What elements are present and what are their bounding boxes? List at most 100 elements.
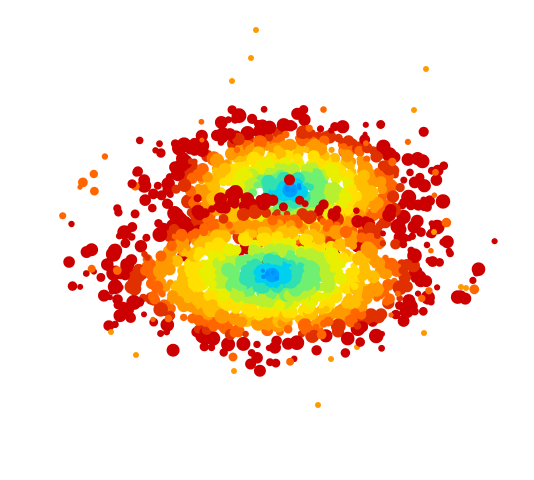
upper-cluster-point: [330, 171, 339, 180]
outlier-point: [446, 249, 455, 258]
lower-cluster-point: [410, 214, 424, 228]
lower-cluster-point: [217, 254, 225, 262]
upper-cluster-point: [268, 181, 278, 191]
lower-cluster-point: [163, 328, 171, 336]
lower-cluster-point: [134, 240, 148, 253]
outlier-point: [469, 284, 480, 295]
lower-cluster-point: [204, 265, 217, 278]
upper-cluster-point: [169, 161, 182, 174]
lower-cluster-point: [230, 303, 242, 314]
lower-cluster-point: [247, 204, 262, 219]
upper-cluster-point: [401, 153, 415, 166]
outlier-point: [253, 27, 259, 33]
lower-cluster-point: [391, 309, 401, 320]
upper-cluster-point: [371, 197, 384, 209]
outlier-point: [67, 281, 78, 291]
lower-cluster-point: [286, 225, 299, 238]
lower-cluster-point: [350, 308, 360, 318]
lower-cluster-point: [166, 240, 177, 252]
upper-cluster-point: [377, 153, 384, 160]
upper-cluster-point: [439, 161, 449, 170]
outlier-point: [411, 107, 417, 113]
lower-cluster-point: [263, 235, 271, 242]
upper-cluster-point: [435, 194, 451, 209]
lower-cluster-point: [367, 270, 380, 284]
lower-cluster-point: [231, 244, 242, 256]
lower-cluster-point: [240, 303, 253, 315]
outlier-point: [229, 78, 235, 84]
lower-cluster-point: [202, 301, 217, 316]
lower-cluster-point: [251, 352, 263, 364]
lower-cluster-point: [417, 279, 424, 286]
upper-cluster-point: [218, 162, 231, 176]
outlier-point: [152, 147, 159, 154]
upper-cluster-point: [172, 140, 187, 156]
outlier-point: [491, 238, 498, 245]
lower-cluster-point: [248, 229, 258, 239]
upper-cluster-point: [305, 172, 314, 180]
upper-cluster-point: [307, 150, 320, 163]
upper-cluster-point: [171, 184, 181, 194]
lower-cluster-point: [274, 299, 286, 311]
lower-cluster-point: [400, 259, 413, 271]
lower-cluster-point: [163, 263, 176, 276]
upper-cluster-point: [336, 120, 350, 134]
lower-cluster-point: [253, 340, 261, 349]
lower-cluster-point: [112, 294, 123, 305]
upper-cluster-core-point: [286, 186, 291, 192]
lower-cluster-point: [313, 232, 326, 245]
lower-cluster-point: [344, 297, 354, 306]
lower-cluster-point: [163, 199, 174, 209]
lower-cluster-point: [130, 209, 140, 219]
lower-cluster-point: [255, 195, 265, 204]
lower-cluster-point: [441, 235, 454, 249]
lower-cluster-point: [321, 265, 330, 275]
outlier-point: [135, 136, 144, 145]
lower-cluster-point: [403, 297, 417, 310]
upper-cluster-point: [219, 177, 228, 187]
upper-cluster-point: [363, 155, 371, 163]
upper-cluster-point: [153, 181, 162, 190]
upper-cluster-point: [316, 125, 325, 133]
lower-cluster-point: [193, 194, 202, 203]
lower-cluster-point: [407, 248, 422, 263]
lower-cluster-point: [169, 217, 177, 224]
upper-cluster-point: [362, 121, 369, 128]
upper-cluster-point: [210, 153, 225, 168]
lower-cluster-point: [327, 208, 341, 222]
upper-cluster-point: [415, 154, 430, 169]
lower-cluster-point: [239, 273, 252, 286]
lower-cluster-point: [228, 185, 243, 200]
outlier-point: [363, 140, 369, 147]
lower-cluster-point: [225, 221, 233, 229]
outlier-point: [394, 290, 401, 297]
lower-cluster-point: [240, 192, 255, 206]
outlier-point: [316, 329, 327, 340]
outlier-point: [229, 327, 240, 338]
lower-cluster-point: [150, 280, 164, 294]
lower-cluster-point: [96, 272, 106, 282]
lower-cluster-point: [80, 246, 93, 258]
lower-cluster-point: [295, 195, 305, 205]
upper-cluster-point: [340, 191, 352, 203]
lower-cluster-core-point: [271, 270, 276, 275]
outlier-point: [87, 264, 96, 273]
lower-cluster-point: [273, 231, 284, 242]
upper-cluster-point: [132, 168, 142, 177]
upper-cluster-point: [387, 190, 400, 203]
lower-cluster-point: [153, 302, 168, 317]
lower-cluster-point: [187, 313, 198, 324]
outlier-point: [156, 140, 163, 148]
lower-cluster-point: [191, 292, 206, 307]
lower-cluster-point: [203, 290, 215, 302]
lower-cluster-point: [125, 305, 134, 315]
lower-cluster-point: [200, 208, 210, 218]
outlier-point: [111, 320, 119, 329]
outlier-point: [441, 217, 452, 228]
lower-cluster-point: [454, 290, 467, 303]
lower-cluster-core-point: [260, 268, 266, 273]
upper-cluster-point: [214, 116, 228, 129]
lower-cluster-point: [107, 279, 123, 295]
lower-cluster-point: [318, 199, 329, 210]
